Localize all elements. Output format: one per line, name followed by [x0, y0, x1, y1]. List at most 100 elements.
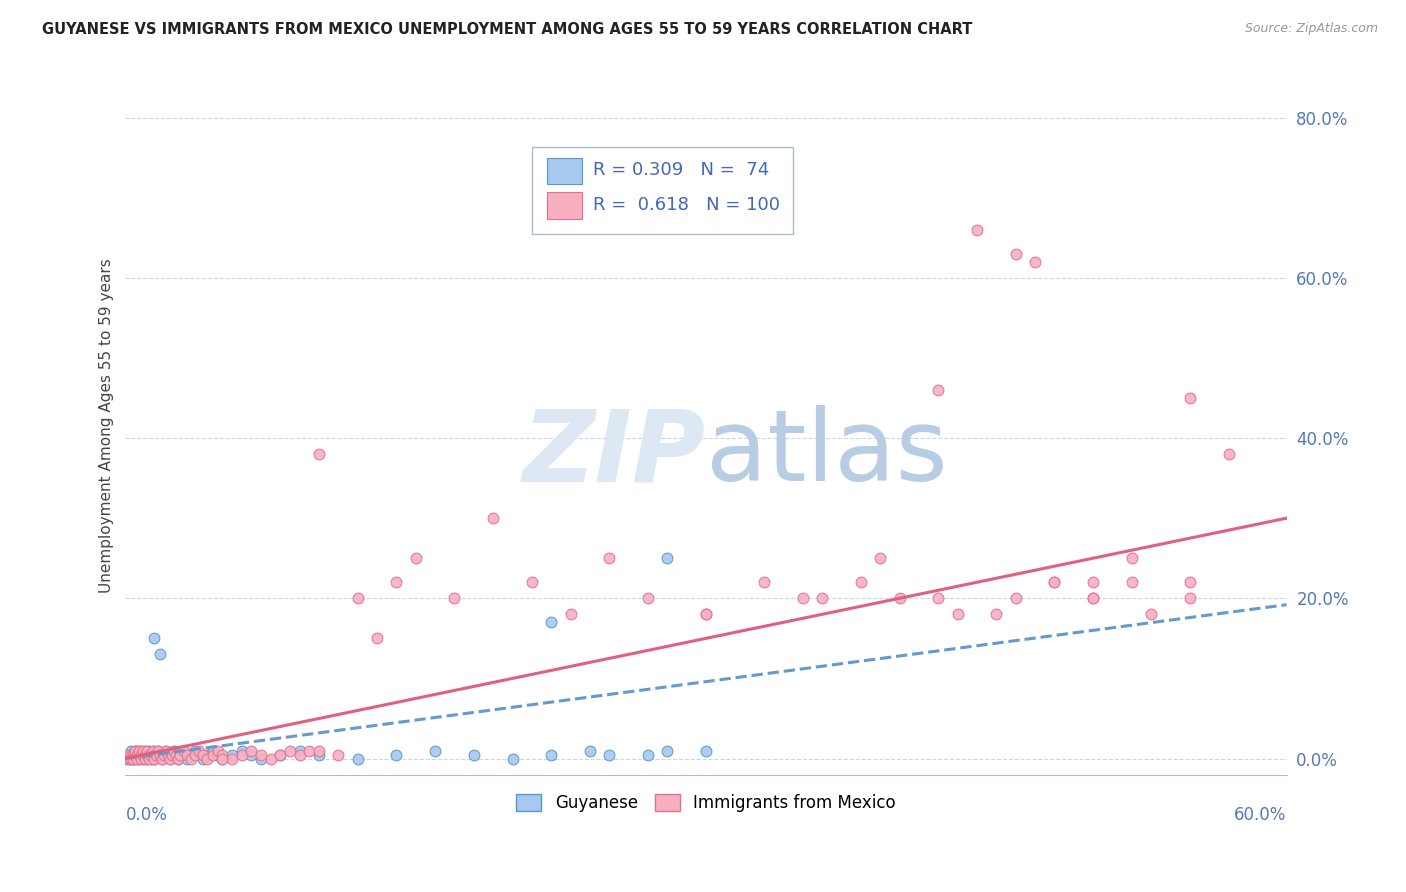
- Point: [117, 751, 139, 765]
- Point: [240, 747, 263, 762]
- Y-axis label: Unemployment Among Ages 55 to 59 years: Unemployment Among Ages 55 to 59 years: [100, 259, 114, 593]
- Point: [463, 747, 485, 762]
- FancyBboxPatch shape: [531, 147, 793, 235]
- Point: [149, 747, 172, 762]
- Point: [159, 751, 181, 765]
- Point: [142, 743, 165, 757]
- Point: [142, 743, 165, 757]
- Point: [155, 743, 177, 757]
- Point: [221, 751, 243, 765]
- Point: [1178, 575, 1201, 590]
- Point: [138, 747, 160, 762]
- Point: [145, 747, 167, 762]
- Point: [122, 751, 145, 765]
- Point: [120, 751, 142, 765]
- Point: [120, 747, 142, 762]
- Point: [298, 743, 321, 757]
- Point: [138, 751, 160, 765]
- Point: [188, 747, 211, 762]
- Point: [1004, 591, 1026, 606]
- Point: [695, 607, 717, 622]
- Point: [139, 751, 162, 765]
- Point: [118, 747, 141, 762]
- Point: [927, 383, 949, 397]
- Point: [184, 743, 207, 757]
- Point: [540, 615, 562, 630]
- Point: [148, 743, 170, 757]
- Bar: [547, 158, 582, 184]
- Text: GUYANESE VS IMMIGRANTS FROM MEXICO UNEMPLOYMENT AMONG AGES 55 TO 59 YEARS CORREL: GUYANESE VS IMMIGRANTS FROM MEXICO UNEMP…: [42, 22, 973, 37]
- Point: [579, 743, 602, 757]
- Text: 0.0%: 0.0%: [125, 806, 167, 824]
- Text: R =  0.618   N = 100: R = 0.618 N = 100: [593, 196, 780, 214]
- Point: [160, 747, 183, 762]
- Text: Source: ZipAtlas.com: Source: ZipAtlas.com: [1244, 22, 1378, 36]
- Point: [240, 743, 263, 757]
- Point: [180, 751, 202, 765]
- Point: [889, 591, 911, 606]
- Point: [118, 751, 141, 765]
- Point: [129, 751, 152, 765]
- Point: [927, 591, 949, 606]
- Point: [143, 747, 166, 762]
- Point: [250, 751, 273, 765]
- Bar: [547, 193, 582, 219]
- Point: [153, 747, 176, 762]
- Point: [195, 751, 218, 765]
- Point: [695, 743, 717, 757]
- Point: [482, 511, 505, 525]
- Point: [695, 607, 717, 622]
- Point: [811, 591, 834, 606]
- Point: [207, 747, 229, 762]
- Point: [173, 747, 195, 762]
- Point: [135, 743, 157, 757]
- Point: [188, 743, 211, 757]
- Point: [211, 747, 233, 762]
- Point: [207, 743, 229, 757]
- Point: [269, 747, 291, 762]
- Point: [129, 743, 152, 757]
- Point: [1121, 575, 1143, 590]
- Point: [211, 751, 233, 765]
- Point: [173, 743, 195, 757]
- Point: [792, 591, 814, 606]
- Point: [328, 747, 350, 762]
- Point: [1081, 575, 1104, 590]
- Point: [169, 747, 191, 762]
- Point: [135, 751, 157, 765]
- Point: [1081, 591, 1104, 606]
- Point: [346, 751, 368, 765]
- Point: [598, 747, 620, 762]
- Point: [221, 747, 243, 762]
- Legend: Guyanese, Immigrants from Mexico: Guyanese, Immigrants from Mexico: [510, 787, 903, 819]
- Point: [1004, 246, 1026, 260]
- Point: [385, 575, 408, 590]
- Point: [366, 632, 388, 646]
- Point: [1043, 575, 1066, 590]
- Point: [145, 747, 167, 762]
- Point: [150, 751, 173, 765]
- Point: [159, 751, 181, 765]
- Point: [170, 743, 193, 757]
- Point: [946, 607, 969, 622]
- Point: [120, 751, 142, 765]
- Point: [385, 747, 408, 762]
- Point: [163, 743, 186, 757]
- Point: [502, 751, 524, 765]
- Point: [134, 743, 156, 757]
- Point: [540, 747, 562, 762]
- Point: [134, 747, 156, 762]
- Point: [117, 747, 139, 762]
- Point: [1178, 391, 1201, 405]
- Point: [308, 743, 330, 757]
- Point: [124, 743, 146, 757]
- Point: [128, 747, 150, 762]
- Point: [138, 743, 160, 757]
- Text: ZIP: ZIP: [523, 405, 706, 502]
- Point: [125, 751, 148, 765]
- Point: [134, 747, 156, 762]
- Point: [132, 747, 155, 762]
- Point: [259, 751, 281, 765]
- Point: [135, 747, 157, 762]
- Point: [250, 747, 273, 762]
